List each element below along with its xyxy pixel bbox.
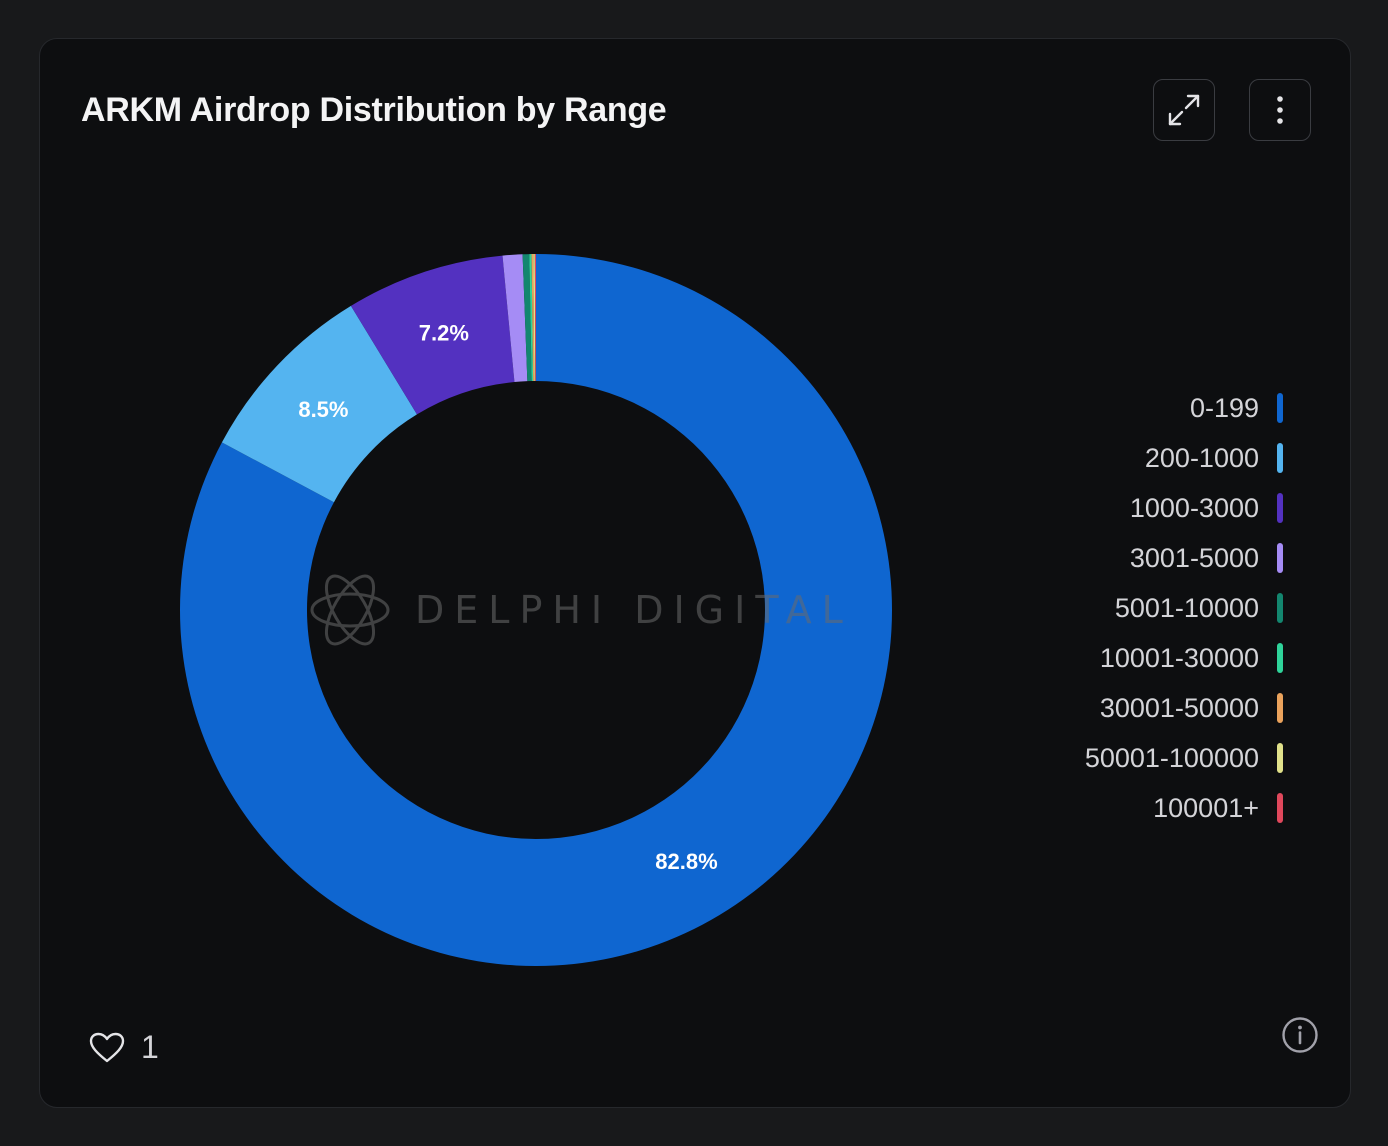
legend-swatch [1277, 743, 1283, 773]
legend-label: 100001+ [1153, 792, 1259, 823]
legend-label: 5001-10000 [1114, 592, 1259, 623]
info-icon[interactable] [1281, 1016, 1319, 1054]
legend-label: 200-1000 [1144, 442, 1259, 473]
legend-item-200-1000[interactable]: 200-1000 [1085, 433, 1283, 483]
data-label-1000-3000: 7.2% [419, 320, 469, 345]
data-label-200-1000: 8.5% [298, 397, 348, 422]
legend-label: 30001-50000 [1099, 692, 1259, 723]
legend-item-30001-50000[interactable]: 30001-50000 [1085, 683, 1283, 733]
slice-200-1000[interactable] [221, 305, 417, 503]
slice-30001-50000[interactable] [531, 254, 535, 382]
legend-item-0-199[interactable]: 0-199 [1085, 383, 1283, 433]
heart-icon [89, 1032, 125, 1062]
legend-label: 50001-100000 [1084, 742, 1259, 773]
slice-10001-30000[interactable] [529, 254, 534, 382]
legend-swatch [1277, 593, 1283, 623]
legend-item-50001-100000[interactable]: 50001-100000 [1085, 733, 1283, 783]
legend-label: 3001-5000 [1129, 542, 1259, 573]
slice-0-199[interactable] [180, 254, 892, 966]
watermark-text: DELPHI DIGITAL [415, 588, 853, 632]
legend-label: 10001-30000 [1099, 642, 1259, 673]
legend-label: 1000-3000 [1129, 492, 1259, 523]
data-label-0-199: 82.8% [655, 849, 717, 874]
chart-card: ARKM Airdrop Distribution by Range [39, 38, 1351, 1108]
legend-swatch [1277, 393, 1283, 423]
legend-item-100001+[interactable]: 100001+ [1085, 783, 1283, 833]
legend-item-3001-5000[interactable]: 3001-5000 [1085, 533, 1283, 583]
expand-button[interactable] [1153, 79, 1215, 141]
slice-1000-3000[interactable] [350, 255, 515, 415]
delphi-logo-icon [310, 574, 390, 646]
chart-legend: 0-199 200-1000 1000-3000 3001-5000 5001-1000… [1085, 383, 1283, 833]
delphi-digital-watermark: DELPHI DIGITAL [310, 574, 853, 646]
legend-swatch [1277, 793, 1283, 823]
slice-50001-100000[interactable] [533, 254, 536, 382]
legend-swatch [1277, 543, 1283, 573]
expand-icon [1168, 94, 1200, 126]
legend-swatch [1277, 643, 1283, 673]
legend-label: 0-199 [1189, 392, 1259, 423]
legend-item-1000-3000[interactable]: 1000-3000 [1085, 483, 1283, 533]
slice-3001-5000[interactable] [502, 254, 528, 383]
legend-item-5001-10000[interactable]: 5001-10000 [1085, 583, 1283, 633]
donut-chart: DELPHI DIGITAL 82.8% 8.5% 7.2% [180, 254, 892, 966]
legend-item-10001-30000[interactable]: 10001-30000 [1085, 633, 1283, 683]
legend-swatch [1277, 493, 1283, 523]
legend-swatch [1277, 443, 1283, 473]
more-options-button[interactable] [1249, 79, 1311, 141]
chart-title: ARKM Airdrop Distribution by Range [81, 91, 667, 129]
more-vertical-icon [1277, 96, 1283, 124]
slice-100001+[interactable] [534, 254, 536, 382]
slice-5001-10000[interactable] [522, 254, 532, 382]
legend-swatch [1277, 693, 1283, 723]
like-button[interactable]: 1 [89, 1029, 159, 1066]
like-count: 1 [141, 1029, 159, 1065]
